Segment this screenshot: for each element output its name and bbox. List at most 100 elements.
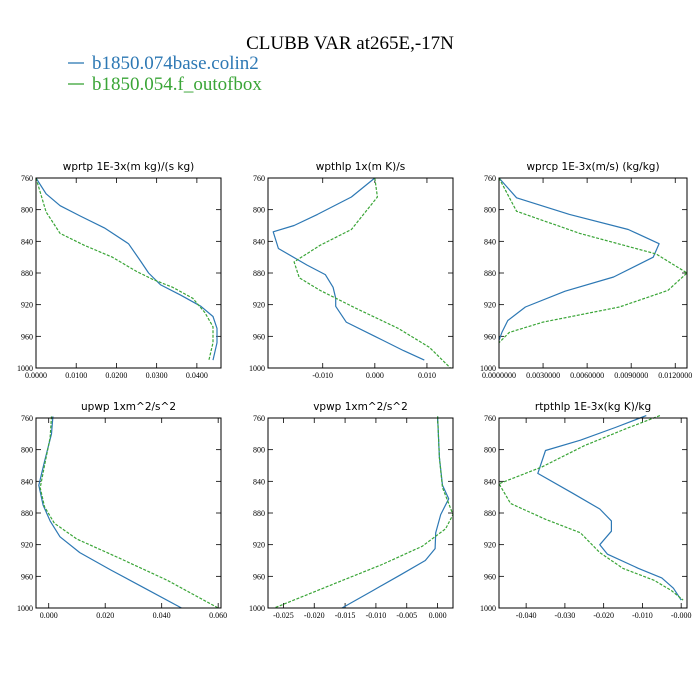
y-tick-label: 880 xyxy=(253,509,265,518)
x-tick-label: -0.020 xyxy=(593,611,614,620)
y-tick-label: 880 xyxy=(484,509,496,518)
y-tick-label: 920 xyxy=(253,541,265,550)
y-tick-label: 840 xyxy=(484,237,496,246)
panel-4: upwp 1xm^2/s^2 760 800 840 880 920 960 1000 0.00… xyxy=(17,401,227,620)
series-line-2 xyxy=(273,416,454,609)
panel-title: wpthlp 1x(m K)/s xyxy=(316,161,406,173)
y-tick-label: 880 xyxy=(484,269,496,278)
x-tick-label: 0.0400 xyxy=(186,371,208,380)
x-tick-label: -0.040 xyxy=(516,611,537,620)
series-line-1 xyxy=(272,177,425,361)
series-line-2 xyxy=(498,415,684,601)
y-tick-label: 880 xyxy=(253,269,265,278)
y-tick-label: 760 xyxy=(484,174,496,183)
y-tick-label: 1000 xyxy=(249,604,265,613)
plot-frame xyxy=(498,417,688,609)
y-tick-label: 840 xyxy=(253,237,265,246)
panel-title: rtpthlp 1E-3x(kg K)/kg xyxy=(535,401,651,413)
y-tick-label: 880 xyxy=(21,509,33,518)
series-line-1 xyxy=(38,416,182,609)
x-tick-label: -0.015 xyxy=(335,611,356,620)
panel-2: wpthlp 1x(m K)/s 760 800 840 880 920 960 1000 -0… xyxy=(249,161,454,380)
series-line-2 xyxy=(35,177,214,361)
x-tick-label: 0.0090000 xyxy=(614,371,648,380)
x-tick-label: -0.030 xyxy=(555,611,576,620)
panels: wprtp 1E-3x(m kg)/(s kg) 760 800 840 880 920 9… xyxy=(17,161,692,620)
x-tick-label: 0.0000000 xyxy=(482,371,516,380)
y-tick-label: 800 xyxy=(21,206,33,215)
x-tick-label: -0.010 xyxy=(312,371,333,380)
series-line-1 xyxy=(35,177,218,361)
x-tick-label: -0.020 xyxy=(304,611,325,620)
panel-3: wprcp 1E-3x(m/s) (kg/kg) 760 800 840 880 920 9… xyxy=(480,161,692,380)
y-tick-label: 880 xyxy=(21,269,33,278)
x-tick-label: 0.0000 xyxy=(25,371,47,380)
y-tick-label: 760 xyxy=(21,414,33,423)
x-tick-label: -0.010 xyxy=(632,611,653,620)
y-tick-label: 960 xyxy=(484,572,496,581)
panel-6: rtpthlp 1E-3x(kg K)/kg 760 800 840 880 920 960… xyxy=(480,401,692,620)
y-tick-label: 800 xyxy=(253,206,265,215)
x-tick-label: 0.040 xyxy=(153,611,171,620)
legend: b1850.074base.colin2 b1850.054.f_outofbo… xyxy=(68,53,262,95)
x-tick-label: 0.0200 xyxy=(105,371,127,380)
x-tick-label: 0.0120000 xyxy=(658,371,692,380)
y-tick-label: 760 xyxy=(253,414,265,423)
series-line-1 xyxy=(498,177,660,341)
y-tick-label: 840 xyxy=(484,477,496,486)
x-tick-label: -0.025 xyxy=(273,611,294,620)
plot-frame xyxy=(498,177,688,369)
x-tick-label: -0.005 xyxy=(396,611,417,620)
x-tick-label: 0.000 xyxy=(366,371,384,380)
y-tick-label: 840 xyxy=(21,237,33,246)
y-tick-label: 960 xyxy=(253,572,265,581)
y-tick-label: 1000 xyxy=(17,604,33,613)
x-tick-label: 0.010 xyxy=(418,371,436,380)
y-tick-label: 800 xyxy=(21,446,33,455)
y-tick-label: 920 xyxy=(253,301,265,310)
y-tick-label: 800 xyxy=(253,446,265,455)
x-tick-label: 0.020 xyxy=(96,611,114,620)
x-tick-label: 0.0030000 xyxy=(526,371,560,380)
plot-frame xyxy=(35,177,222,369)
y-tick-label: 1000 xyxy=(249,364,265,373)
y-tick-label: 920 xyxy=(21,541,33,550)
legend-label-series-1: b1850.074base.colin2 xyxy=(92,53,259,74)
panel-title: wprtp 1E-3x(m kg)/(s kg) xyxy=(63,161,194,173)
y-tick-label: 800 xyxy=(484,446,496,455)
plot-frame xyxy=(267,177,454,369)
legend-label-series-2: b1850.054.f_outofbox xyxy=(92,74,262,95)
y-tick-label: 760 xyxy=(253,174,265,183)
x-tick-label: 0.0100 xyxy=(65,371,87,380)
y-tick-label: 1000 xyxy=(480,604,496,613)
y-tick-label: 960 xyxy=(21,332,33,341)
y-tick-label: 960 xyxy=(253,332,265,341)
plot-frame xyxy=(267,417,454,609)
y-tick-label: 960 xyxy=(484,332,496,341)
series-line-1 xyxy=(341,416,450,609)
figure-title: CLUBB VAR at265E,-17N xyxy=(246,33,454,54)
x-tick-label: -0.000 xyxy=(671,611,692,620)
y-tick-label: 840 xyxy=(253,477,265,486)
y-tick-label: 800 xyxy=(484,206,496,215)
y-tick-label: 760 xyxy=(21,174,33,183)
panel-title: upwp 1xm^2/s^2 xyxy=(81,401,176,413)
plot-frame xyxy=(35,417,222,609)
series-line-2 xyxy=(39,416,219,609)
x-tick-label: 0.0060000 xyxy=(570,371,604,380)
x-tick-label: -0.010 xyxy=(366,611,387,620)
y-tick-label: 1000 xyxy=(480,364,496,373)
series-line-2 xyxy=(293,177,451,369)
x-tick-label: 0.0300 xyxy=(146,371,168,380)
y-tick-label: 760 xyxy=(484,414,496,423)
series-line-1 xyxy=(537,415,682,601)
x-tick-label: 0.000 xyxy=(429,611,447,620)
panel-title: vpwp 1xm^2/s^2 xyxy=(313,401,408,413)
x-tick-label: 0.060 xyxy=(209,611,227,620)
panel-1: wprtp 1E-3x(m kg)/(s kg) 760 800 840 880 920 9… xyxy=(17,161,222,380)
panel-title: wprcp 1E-3x(m/s) (kg/kg) xyxy=(526,161,659,173)
y-tick-label: 840 xyxy=(21,477,33,486)
x-tick-label: 0.000 xyxy=(40,611,58,620)
series-line-2 xyxy=(498,177,688,344)
